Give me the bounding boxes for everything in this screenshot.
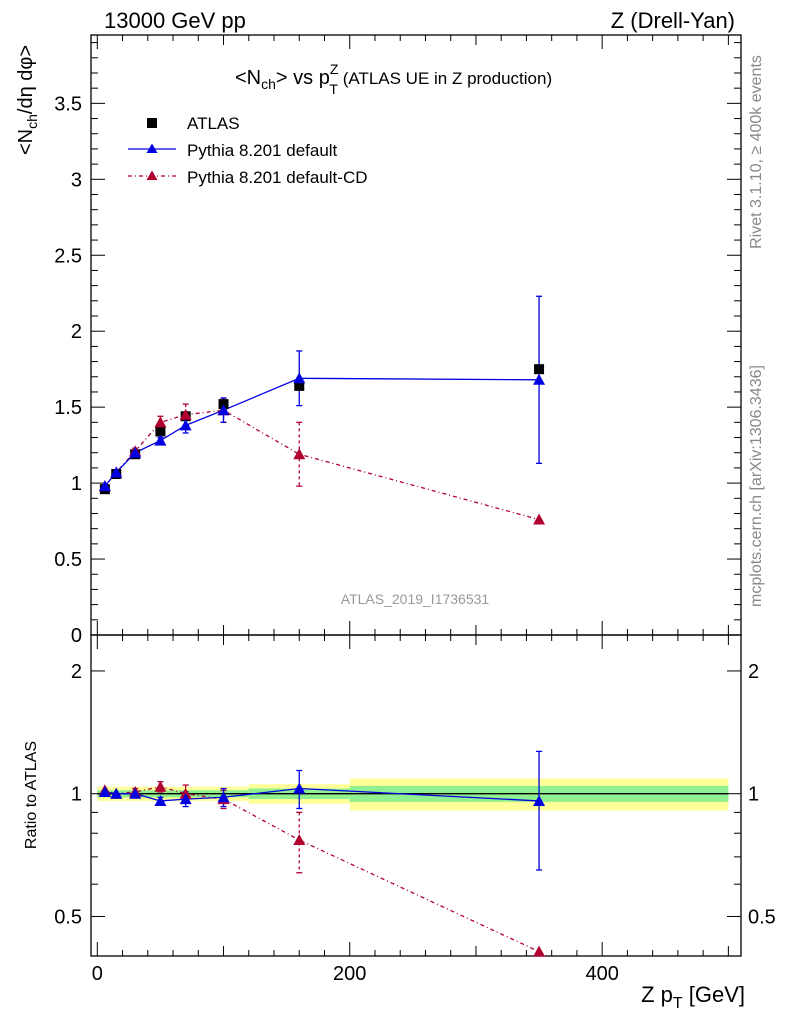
ratio-point-default-4 [179, 793, 192, 805]
legend-marker-cd [146, 170, 158, 180]
main-y-tick-label-2: 2 [71, 321, 82, 343]
ratio-point-default-7 [533, 794, 546, 806]
ratio-y-tick-label-left-1: 1 [71, 784, 82, 806]
ratio-point-default-0 [98, 785, 111, 797]
x-axis-label: Z pT [GeV] [641, 982, 745, 1012]
title-n: <N [235, 67, 261, 89]
ylabel-b: /dη dφ> [15, 45, 37, 114]
main-title: <Nch> vs pZ T (ATLAS UE in Z production) [235, 61, 552, 97]
main-line-default [104, 377, 540, 487]
main-point-default-6 [293, 372, 306, 384]
title-rest: (ATLAS UE in Z production) [338, 69, 552, 88]
main-point-default-3 [154, 434, 167, 446]
main-point-default-5 [217, 404, 230, 416]
ratio-point-default-6 [293, 782, 306, 794]
main-y-tick-label-3.5: 3.5 [54, 93, 82, 115]
main-point-cd-6 [293, 448, 306, 460]
title-n-sub: ch [261, 76, 276, 92]
main-y-tick-label-0.5: 0.5 [54, 549, 82, 571]
ratio-point-default-1 [110, 787, 123, 799]
main-y-axis-label: <Nch/dη dφ> [15, 45, 40, 155]
main-point-atlas-6 [294, 380, 305, 391]
main-point-cd-7 [533, 513, 546, 525]
legend: ATLAS Pythia 8.201 default Pythia 8.201 … [128, 114, 368, 187]
ratio-y-tick-label-right-0.5: 0.5 [748, 906, 776, 928]
legend-label-cd: Pythia 8.201 default-CD [187, 168, 368, 187]
rivet-label: Rivet 3.1.10, ≥ 400k events [748, 55, 765, 249]
main-y-tick-label-0: 0 [71, 625, 82, 647]
ratio-frame [90, 634, 742, 957]
ratio-point-cd-7 [533, 945, 546, 957]
ratio-y-tick-label-right-1: 1 [748, 784, 759, 806]
title-p-sup: Z [330, 61, 339, 77]
mcplots-label: mcplots.cern.ch [arXiv:1306.3436] [748, 365, 765, 607]
x-tick-label-400: 400 [585, 963, 618, 985]
ratio-y-tick-label-left-0.5: 0.5 [54, 906, 82, 928]
main-point-atlas-5 [218, 399, 229, 410]
legend-marker-atlas [147, 118, 157, 128]
main-line-cd [104, 409, 540, 521]
title-p-sub: T [329, 81, 338, 97]
ylabel-a: <N [15, 129, 37, 155]
main-y-tick-label-3: 3 [71, 169, 82, 191]
x-tick-label-200: 200 [333, 963, 366, 985]
ratio-y-tick-label-left-2: 2 [71, 661, 82, 683]
main-point-default-2 [129, 446, 142, 458]
main-point-default-0 [98, 480, 111, 492]
main-point-default-1 [110, 466, 123, 478]
legend-label-default: Pythia 8.201 default [187, 141, 338, 160]
axes: 0 200 400 0 0.5 1 1.5 2 2.5 3 3.5 0.5 0.5 1 1 2 2 [54, 34, 776, 985]
analysis-watermark: ATLAS_2019_I1736531 [341, 591, 490, 607]
xlabel-a: Z p [641, 982, 673, 1007]
data-marks [98, 295, 546, 957]
main-y-tick-label-1.5: 1.5 [54, 397, 82, 419]
main-point-cd-4 [179, 408, 192, 420]
ratio-point-default-2 [129, 787, 142, 799]
main-point-cd-3 [154, 416, 167, 428]
ratio-point-cd-6 [293, 834, 306, 846]
ratio-y-axis-label: Ratio to ATLAS [23, 741, 40, 849]
ratio-y-tick-label-right-2: 2 [748, 661, 759, 683]
ratio-point-default-5 [217, 791, 230, 803]
main-y-tick-label-2.5: 2.5 [54, 245, 82, 267]
main-point-atlas-7 [534, 364, 545, 375]
main-point-atlas-3 [155, 426, 166, 437]
header-left-label: 13000 GeV pp [104, 8, 246, 33]
ratio-point-cd-3 [154, 780, 167, 792]
main-point-default-7 [533, 373, 546, 385]
legend-label-atlas: ATLAS [187, 114, 240, 133]
ylabel-sub: ch [24, 114, 40, 129]
legend-marker-default [146, 143, 158, 153]
main-y-tick-label-1: 1 [71, 473, 82, 495]
xlabel-b: [GeV] [683, 982, 745, 1007]
title-vs-p: > vs p [276, 67, 330, 89]
xlabel-sub: T [673, 995, 683, 1012]
header-right-label: Z (Drell-Yan) [611, 8, 735, 33]
main-point-default-4 [179, 419, 192, 431]
ratio-line-cd [104, 786, 540, 953]
x-tick-label-0: 0 [92, 963, 103, 985]
ratio-point-default-3 [154, 794, 167, 806]
